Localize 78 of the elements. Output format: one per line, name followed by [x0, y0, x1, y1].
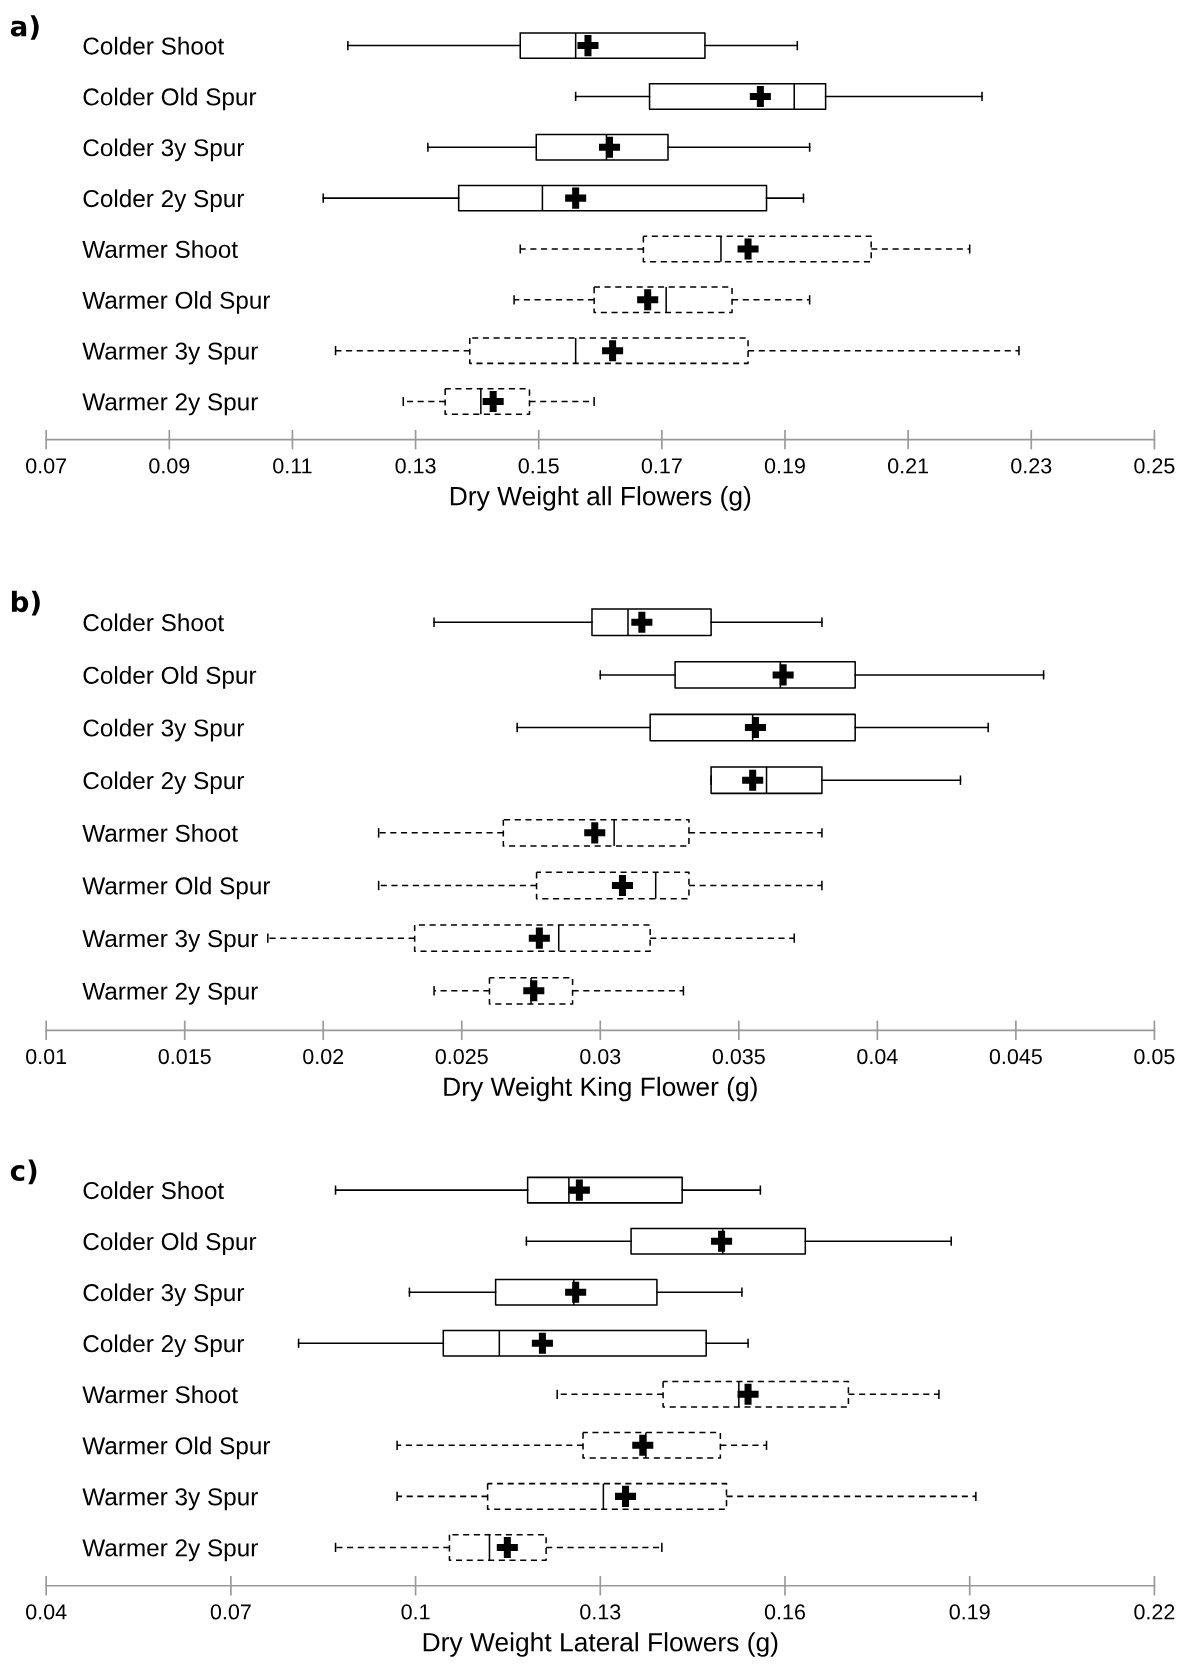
- x-axis-title: Dry Weight Lateral Flowers (g): [423, 1632, 778, 1657]
- x-tick-label: 0.19: [949, 1604, 990, 1620]
- x-tick-label: 0.04: [857, 1048, 898, 1065]
- y-tick-label: Colder 2y Spur: [83, 1334, 244, 1358]
- point: [531, 1332, 553, 1354]
- point: [584, 822, 606, 844]
- x-tick-label: 0.11: [273, 458, 312, 474]
- x-tick-label: 0.16: [764, 1604, 805, 1620]
- x-tick-label: 0.15: [518, 458, 559, 474]
- point: [598, 136, 621, 158]
- x-tick-label: 0.23: [1011, 458, 1052, 474]
- y-tick-label: Warmer 3y Spur: [82, 1488, 258, 1511]
- x-tick-label: 0.25: [1134, 458, 1175, 474]
- x-tick-label: 0.17: [641, 458, 682, 474]
- point: [568, 1179, 590, 1201]
- x-tick-label: 0.015: [158, 1048, 211, 1065]
- y-tick-label: Warmer 2y Spur: [82, 393, 258, 416]
- y-tick-label: Colder Old Spur: [83, 87, 257, 111]
- point: [632, 1434, 654, 1456]
- y-tick-label: Colder 3y Spur: [83, 1283, 244, 1307]
- x-tick-label: 0.13: [395, 458, 436, 474]
- y-tick-label: Colder 3y Spur: [83, 138, 244, 162]
- y-tick-label: Colder Shoot: [83, 1181, 224, 1200]
- x-tick-label: 0.02: [303, 1048, 344, 1065]
- point: [615, 1485, 637, 1507]
- chart-title: c): [10, 1159, 37, 1185]
- x-tick-label: 0.22: [1134, 1604, 1175, 1620]
- y-tick-label: Warmer Shoot: [82, 1385, 238, 1404]
- point: [565, 187, 587, 209]
- x-tick-label: 0.04: [26, 1604, 67, 1620]
- point: [602, 340, 624, 362]
- point: [528, 927, 550, 949]
- point: [772, 664, 794, 686]
- y-tick-label: Warmer 3y Spur: [82, 342, 258, 365]
- x-tick-label: 0.07: [210, 1604, 251, 1620]
- point: [737, 238, 759, 260]
- point: [744, 717, 766, 739]
- y-tick-label: Colder 2y Spur: [83, 189, 244, 212]
- x-tick-label: 0.09: [149, 458, 190, 474]
- y-tick-label: Colder 3y Spur: [83, 718, 244, 742]
- x-tick-label: 0.03: [580, 1048, 621, 1065]
- point: [496, 1536, 518, 1558]
- x-tick-label: 0.13: [580, 1604, 621, 1620]
- point: [611, 874, 633, 897]
- y-tick-label: Colder Shoot: [83, 613, 224, 632]
- point: [637, 289, 659, 311]
- chart-title: a): [10, 15, 39, 40]
- x-axis-title: Dry Weight King Flower (g): [444, 1076, 757, 1102]
- y-tick-label: Warmer 2y Spur: [82, 982, 258, 1005]
- point: [577, 35, 599, 57]
- y-tick-label: Warmer Old Spur: [82, 1436, 271, 1460]
- x-tick-label: 0.05: [1134, 1048, 1175, 1065]
- y-tick-label: Colder Old Spur: [83, 666, 257, 689]
- x-tick-label: 0.01: [26, 1048, 67, 1065]
- x-tick-label: 0.21: [888, 458, 929, 474]
- y-tick-label: Warmer Old Spur: [82, 876, 271, 900]
- x-axis-title: Dry Weight all Flowers (g): [450, 486, 751, 511]
- y-tick-label: Warmer Shoot: [82, 824, 238, 842]
- point: [749, 85, 771, 107]
- x-tick-label: 0.035: [712, 1048, 765, 1065]
- point: [742, 769, 764, 791]
- chart-title: b): [11, 590, 40, 616]
- point: [565, 1281, 587, 1303]
- point: [711, 1230, 733, 1252]
- point: [631, 611, 653, 633]
- x-tick-label: 0.025: [435, 1048, 488, 1065]
- y-tick-label: Warmer 2y Spur: [82, 1539, 258, 1562]
- point: [737, 1383, 759, 1405]
- y-tick-label: Warmer Shoot: [82, 240, 238, 259]
- y-tick-label: Colder Old Spur: [83, 1232, 257, 1256]
- x-tick-label: 0.045: [989, 1048, 1042, 1065]
- x-tick-label: 0.19: [764, 458, 805, 474]
- y-tick-label: Warmer Old Spur: [82, 291, 271, 314]
- y-tick-label: Colder 2y Spur: [83, 771, 244, 795]
- x-tick-label: 0.07: [26, 458, 67, 474]
- y-tick-label: Warmer 3y Spur: [82, 929, 258, 952]
- x-tick-label: 0.1: [401, 1604, 430, 1620]
- y-tick-label: Colder Shoot: [83, 36, 224, 55]
